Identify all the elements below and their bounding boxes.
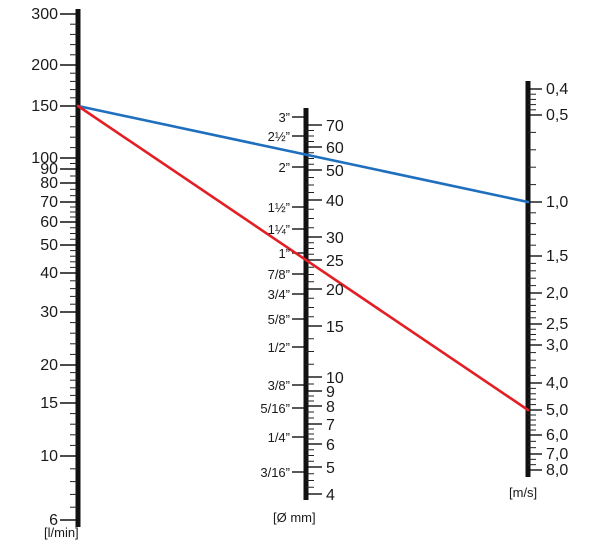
diameter-inch-tick-label: 1¼” — [268, 222, 290, 237]
diameter-mm-tick-label: 4 — [326, 487, 335, 504]
velocity-tick-label: 1,0 — [546, 194, 568, 211]
diameter-mm-tick-label: 30 — [326, 230, 344, 247]
diameter-inch-tick-label: 5/8” — [268, 312, 290, 327]
flow-tick-label: 200 — [31, 57, 58, 74]
diameter-mm-tick-label: 9 — [326, 384, 335, 401]
diameter-mm-tick-label: 25 — [326, 253, 344, 270]
flow-tick-label: 20 — [40, 357, 58, 374]
velocity-tick-label: 0,4 — [546, 81, 568, 98]
diameter-mm-tick-label: 8 — [326, 399, 335, 416]
velocity-unit-label: [m/s] — [509, 485, 537, 500]
velocity-tick-label: 6,0 — [546, 427, 568, 444]
diameter-inch-tick-label: 3” — [278, 110, 290, 125]
diameter-inch-tick-label: 1/2” — [268, 340, 290, 355]
velocity-tick-label: 4,0 — [546, 375, 568, 392]
diameter-inch-tick-label: 5/16” — [260, 401, 290, 416]
velocity-tick-label: 0,5 — [546, 107, 568, 124]
velocity-tick-label: 3,0 — [546, 337, 568, 354]
diameter-mm-unit-label: [Ø mm] — [273, 510, 316, 525]
diameter-inch-tick-label: 1½” — [268, 200, 290, 215]
diameter-inch-tick-label: 7/8” — [268, 267, 290, 282]
diameter-mm-tick-label: 60 — [326, 140, 344, 157]
diameter-mm-tick-label: 50 — [326, 163, 344, 180]
diameter-mm-tick-label: 6 — [326, 437, 335, 454]
flow-tick-label: 60 — [40, 214, 58, 231]
diameter-mm-tick-label: 40 — [326, 193, 344, 210]
diameter-inch-tick-label: 2” — [278, 160, 290, 175]
diameter-mm-tick-label: 20 — [326, 282, 344, 299]
velocity-tick-label: 8,0 — [546, 462, 568, 479]
flow-tick-label: 80 — [40, 175, 58, 192]
diameter-inch-tick-label: 2½” — [268, 129, 290, 144]
diameter-mm-tick-label: 10 — [326, 370, 344, 387]
flow-tick-label: 6 — [49, 512, 58, 529]
diameter-inch-tick-label: 3/8” — [268, 378, 290, 393]
flow-unit-label: [l/min] — [44, 525, 79, 540]
flow-tick-label: 150 — [31, 98, 58, 115]
velocity-tick-label: 1,5 — [546, 248, 568, 265]
axes-layer — [75, 9, 531, 527]
example-lines-layer — [76, 104, 530, 412]
blue-example-line — [76, 104, 530, 204]
red-example-line — [76, 104, 530, 412]
flow-tick-label: 300 — [31, 6, 58, 23]
ticks-layer — [60, 13, 542, 521]
flow-tick-label: 40 — [40, 265, 58, 282]
diameter-mm-tick-label: 5 — [326, 460, 335, 477]
velocity-tick-label: 7,0 — [546, 446, 568, 463]
diameter-mm-tick-label: 70 — [326, 118, 344, 135]
flow-tick-label: 70 — [40, 194, 58, 211]
diameter-inch-tick-label: 1” — [278, 246, 290, 261]
velocity-tick-label: 2,5 — [546, 316, 568, 333]
velocity-tick-label: 2,0 — [546, 285, 568, 302]
diameter-inch-tick-label: 1/4” — [268, 430, 290, 445]
flow-tick-label: 100 — [31, 150, 58, 167]
flow-tick-label: 50 — [40, 237, 58, 254]
flow-tick-label: 30 — [40, 304, 58, 321]
diameter-mm-tick-label: 7 — [326, 417, 335, 434]
diameter-inch-tick-label: 3/4” — [268, 287, 290, 302]
flow-tick-label: 10 — [40, 448, 58, 465]
diameter-mm-tick-label: 15 — [326, 319, 344, 336]
flow-tick-label: 90 — [40, 161, 58, 178]
diameter-inch-tick-label: 3/16” — [260, 465, 290, 480]
velocity-tick-label: 5,0 — [546, 402, 568, 419]
flow-tick-label: 15 — [40, 395, 58, 412]
